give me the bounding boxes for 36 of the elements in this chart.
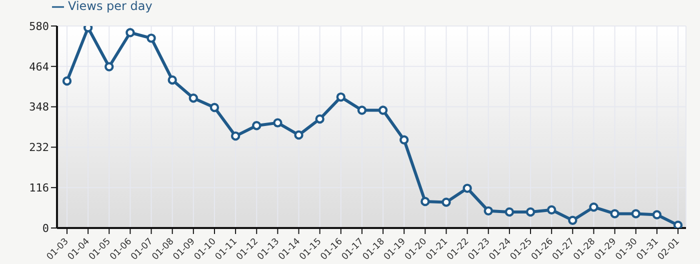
y-tick-label: 580 — [29, 20, 49, 33]
point — [526, 207, 536, 217]
point — [462, 184, 472, 193]
point — [62, 76, 72, 86]
y-tick-label: 116 — [29, 182, 49, 195]
point — [252, 121, 262, 130]
point — [442, 198, 451, 207]
point — [188, 93, 198, 103]
point — [273, 118, 282, 128]
point — [104, 62, 114, 72]
point — [484, 206, 493, 216]
point — [631, 209, 640, 218]
point — [146, 34, 156, 43]
y-tick-label: 348 — [29, 100, 49, 114]
point — [589, 202, 598, 212]
point — [546, 205, 556, 214]
y-tick-label: 464 — [29, 60, 50, 74]
point — [336, 92, 346, 102]
point — [168, 75, 177, 85]
y-tick-label: 0 — [42, 222, 49, 235]
point — [126, 28, 135, 38]
point — [652, 210, 662, 220]
point — [210, 102, 220, 112]
legend-label: Views per day — [68, 0, 152, 13]
point — [610, 209, 620, 218]
y-tick-label: 232 — [29, 141, 49, 154]
point — [420, 196, 430, 206]
point — [568, 216, 578, 225]
point — [315, 114, 324, 124]
point — [673, 220, 683, 228]
point — [294, 130, 304, 140]
point — [230, 131, 240, 141]
point — [400, 135, 409, 144]
point — [378, 106, 388, 115]
point — [357, 106, 367, 115]
point — [504, 207, 514, 217]
